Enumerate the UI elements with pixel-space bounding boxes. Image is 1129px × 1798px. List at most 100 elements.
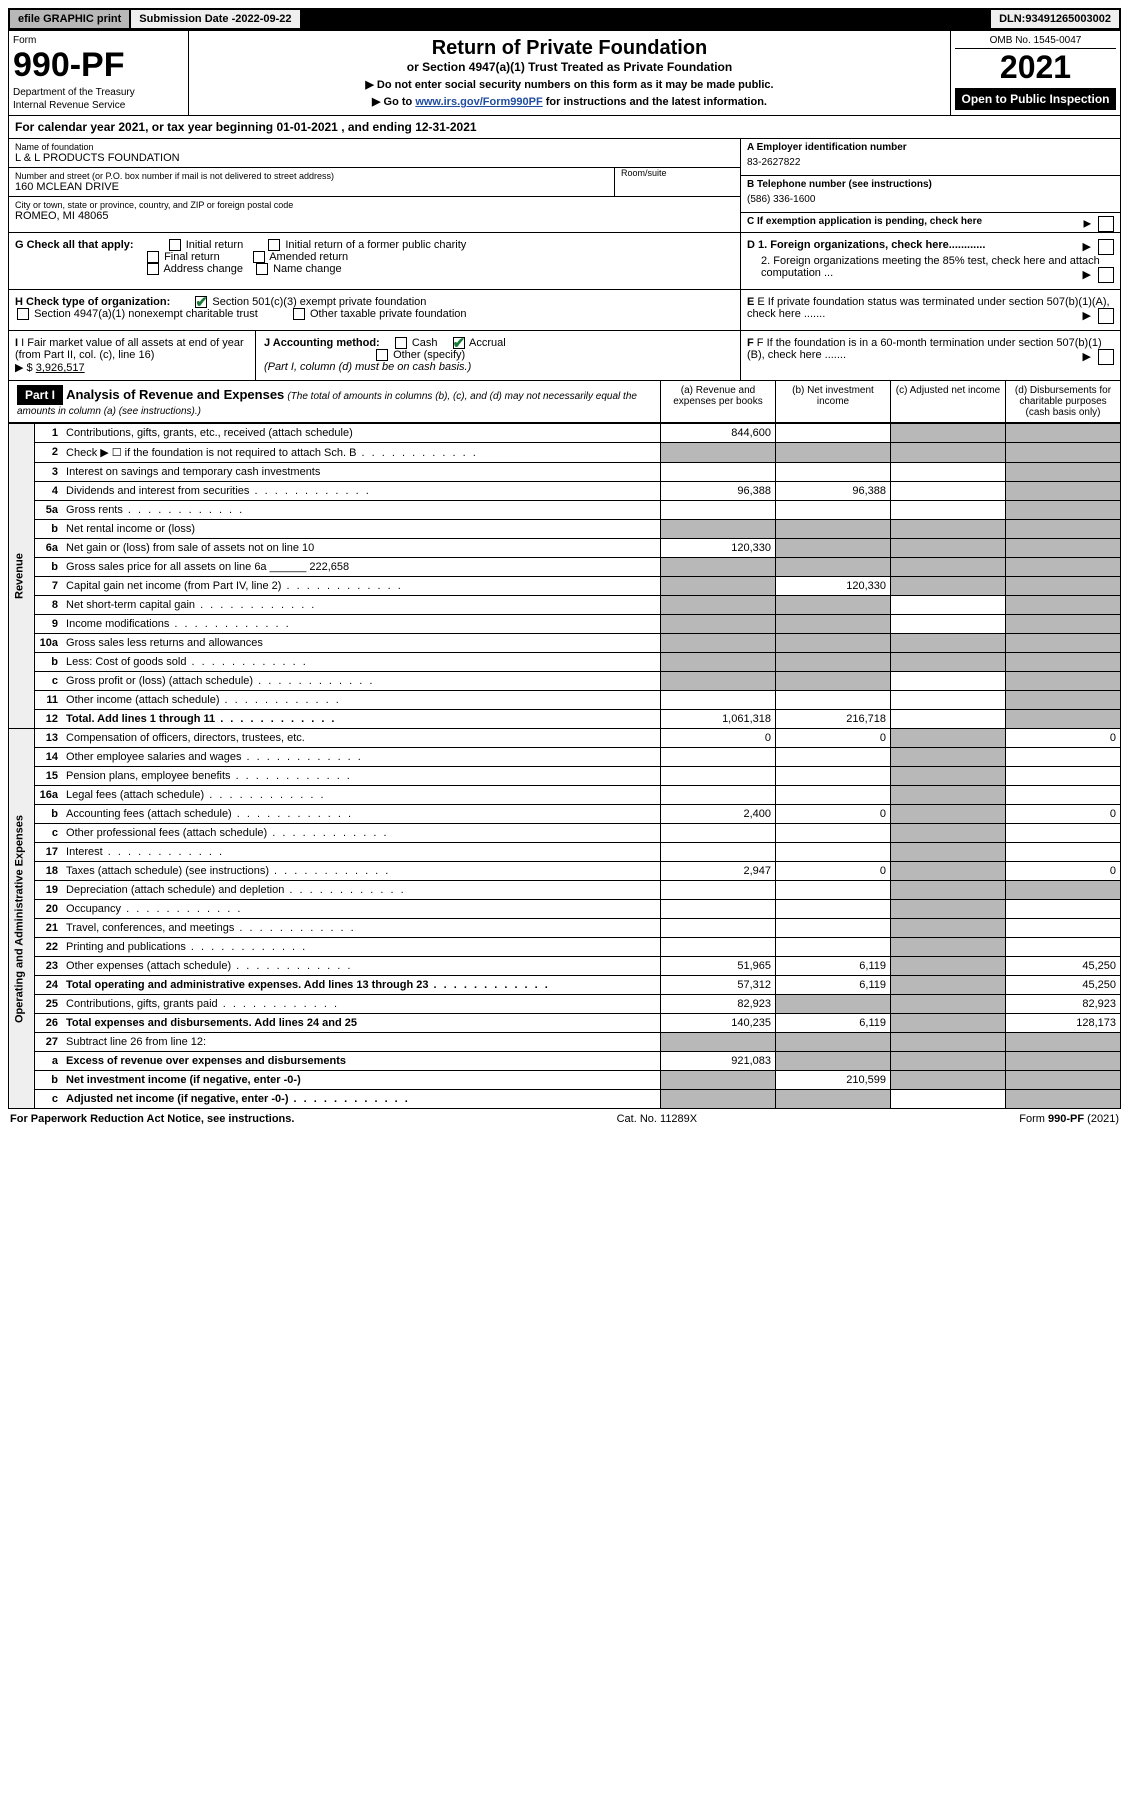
amount-col-c	[891, 539, 1006, 558]
amount-col-a	[661, 1090, 776, 1109]
cb-other-taxable[interactable]	[293, 308, 305, 320]
amount-col-c	[891, 1052, 1006, 1071]
amount-col-b: 216,718	[776, 710, 891, 729]
amount-col-a	[661, 634, 776, 653]
amount-col-d	[1006, 881, 1121, 900]
line-number: b	[34, 1071, 62, 1090]
part1-table: Revenue1Contributions, gifts, grants, et…	[8, 423, 1121, 1109]
table-row: 21Travel, conferences, and meetings	[9, 919, 1121, 938]
amount-col-d	[1006, 558, 1121, 577]
cb-name-change[interactable]	[256, 263, 268, 275]
table-row: 15Pension plans, employee benefits	[9, 767, 1121, 786]
line-description: Adjusted net income (if negative, enter …	[62, 1090, 660, 1109]
form-header: Form 990-PF Department of the Treasury I…	[8, 30, 1121, 116]
amount-col-a: 0	[661, 729, 776, 748]
line-description: Income modifications	[62, 615, 660, 634]
line-description: Depreciation (attach schedule) and deple…	[62, 881, 660, 900]
ein-cell: A Employer identification number 83-2627…	[741, 139, 1120, 176]
line-description: Dividends and interest from securities	[62, 482, 660, 501]
amount-col-d	[1006, 900, 1121, 919]
amount-col-c	[891, 482, 1006, 501]
cb-initial-former[interactable]	[268, 239, 280, 251]
header-right: OMB No. 1545-0047 2021 Open to Public In…	[950, 31, 1120, 115]
amount-col-b	[776, 672, 891, 691]
cb-4947[interactable]	[17, 308, 29, 320]
line-description: Other professional fees (attach schedule…	[62, 824, 660, 843]
line-number: 24	[34, 976, 62, 995]
amount-col-b	[776, 463, 891, 482]
line-number: 8	[34, 596, 62, 615]
amount-col-b: 0	[776, 862, 891, 881]
amount-col-d: 82,923	[1006, 995, 1121, 1014]
line-description: Capital gain net income (from Part IV, l…	[62, 577, 660, 596]
cb-60month[interactable]	[1098, 349, 1114, 365]
amount-col-a: 1,061,318	[661, 710, 776, 729]
table-row: 25Contributions, gifts, grants paid82,92…	[9, 995, 1121, 1014]
amount-col-a: 96,388	[661, 482, 776, 501]
amount-col-b: 6,119	[776, 976, 891, 995]
amount-col-b	[776, 995, 891, 1014]
cb-cash[interactable]	[395, 337, 407, 349]
amount-col-d	[1006, 1071, 1121, 1090]
amount-col-a	[661, 843, 776, 862]
amount-col-a	[661, 900, 776, 919]
line-number: 7	[34, 577, 62, 596]
col-a-hdr: (a) Revenue and expenses per books	[660, 381, 775, 422]
amount-col-c	[891, 824, 1006, 843]
table-row: 19Depreciation (attach schedule) and dep…	[9, 881, 1121, 900]
amount-col-c	[891, 615, 1006, 634]
pending-checkbox[interactable]	[1098, 216, 1114, 232]
amount-col-b	[776, 938, 891, 957]
table-row: Operating and Administrative Expenses13C…	[9, 729, 1121, 748]
line-number: 4	[34, 482, 62, 501]
amount-col-a	[661, 558, 776, 577]
amount-col-d: 0	[1006, 729, 1121, 748]
amount-col-b: 6,119	[776, 957, 891, 976]
header-center: Return of Private Foundation or Section …	[189, 31, 950, 115]
phone-cell: B Telephone number (see instructions) (5…	[741, 176, 1120, 213]
table-row: 6aNet gain or (loss) from sale of assets…	[9, 539, 1121, 558]
amount-col-c	[891, 900, 1006, 919]
amount-col-d	[1006, 710, 1121, 729]
table-row: bGross sales price for all assets on lin…	[9, 558, 1121, 577]
cb-initial-return[interactable]	[169, 239, 181, 251]
line-description: Travel, conferences, and meetings	[62, 919, 660, 938]
col-d-hdr: (d) Disbursements for charitable purpose…	[1005, 381, 1120, 422]
cb-final-return[interactable]	[147, 251, 159, 263]
tax-year: 2021	[955, 49, 1116, 86]
amount-col-a: 120,330	[661, 539, 776, 558]
table-row: aExcess of revenue over expenses and dis…	[9, 1052, 1121, 1071]
irs-link[interactable]: www.irs.gov/Form990PF	[415, 96, 542, 108]
amount-col-b	[776, 501, 891, 520]
cb-terminated[interactable]	[1098, 308, 1114, 324]
amount-col-a: 921,083	[661, 1052, 776, 1071]
cb-other-method[interactable]	[376, 349, 388, 361]
side-label-revenue: Revenue	[9, 424, 35, 729]
table-row: bAccounting fees (attach schedule)2,4000…	[9, 805, 1121, 824]
line-description: Less: Cost of goods sold	[62, 653, 660, 672]
cb-501c3[interactable]	[195, 296, 207, 308]
amount-col-c	[891, 1014, 1006, 1033]
line-number: 19	[34, 881, 62, 900]
amount-col-a	[661, 1071, 776, 1090]
amount-col-b	[776, 520, 891, 539]
cb-85pct[interactable]	[1098, 267, 1114, 283]
cb-accrual[interactable]	[453, 337, 465, 349]
table-row: 12Total. Add lines 1 through 111,061,318…	[9, 710, 1121, 729]
amount-col-b	[776, 900, 891, 919]
line-description: Legal fees (attach schedule)	[62, 786, 660, 805]
amount-col-d: 45,250	[1006, 976, 1121, 995]
cb-foreign-org[interactable]	[1098, 239, 1114, 255]
cb-amended[interactable]	[253, 251, 265, 263]
line-description: Gross profit or (loss) (attach schedule)	[62, 672, 660, 691]
table-row: 20Occupancy	[9, 900, 1121, 919]
submission-date: Submission Date - 2022-09-22	[129, 10, 299, 28]
table-row: bNet rental income or (loss)	[9, 520, 1121, 539]
table-row: 9Income modifications	[9, 615, 1121, 634]
amount-col-b	[776, 615, 891, 634]
cb-address-change[interactable]	[147, 263, 159, 275]
line-number: 10a	[34, 634, 62, 653]
amount-col-d: 128,173	[1006, 1014, 1121, 1033]
line-number: 18	[34, 862, 62, 881]
amount-col-d	[1006, 424, 1121, 443]
